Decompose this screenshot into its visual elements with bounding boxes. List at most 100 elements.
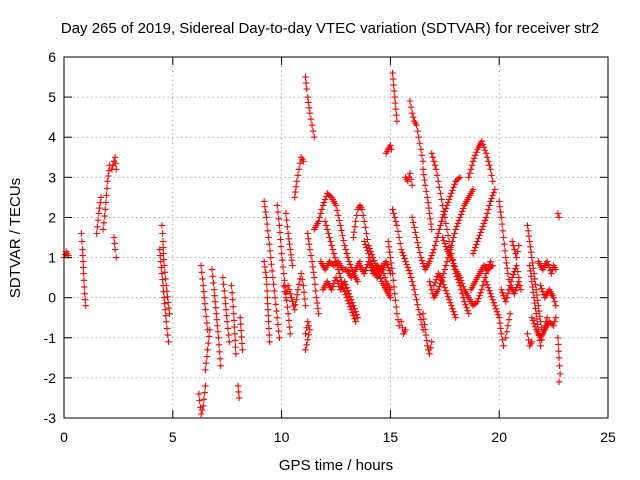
data-point <box>399 249 406 256</box>
data-point <box>225 331 232 339</box>
data-point <box>235 388 242 396</box>
y-tick-label: 5 <box>48 89 56 105</box>
data-point <box>315 310 322 317</box>
data-point <box>503 294 511 301</box>
data-point <box>284 310 292 317</box>
data-point <box>473 149 480 156</box>
data-point <box>527 267 534 275</box>
data-point <box>389 75 397 83</box>
data-point <box>293 296 300 303</box>
data-point <box>160 262 168 269</box>
y-tick-labels: -3 -2 -1 0 1 2 3 4 5 6 <box>44 49 57 426</box>
data-point <box>498 220 506 228</box>
data-point <box>489 296 496 303</box>
data-point <box>205 333 213 340</box>
data-point <box>503 259 510 267</box>
data-point <box>498 330 505 337</box>
data-point <box>417 316 425 323</box>
data-point <box>296 160 304 167</box>
data-point <box>80 277 88 284</box>
data-point <box>293 291 301 298</box>
data-point <box>472 152 479 159</box>
data-point <box>439 234 446 241</box>
data-point <box>237 314 244 321</box>
data-point <box>488 195 495 202</box>
data-point <box>408 182 416 189</box>
data-point <box>362 241 369 248</box>
data-point <box>304 93 311 101</box>
data-point <box>418 152 426 159</box>
y-tick-label: 2 <box>48 209 56 225</box>
data-point <box>548 270 555 277</box>
data-point <box>210 279 217 287</box>
data-point <box>209 273 216 280</box>
data-point <box>197 262 205 269</box>
data-point <box>394 316 402 323</box>
data-point <box>481 274 489 281</box>
data-point <box>219 274 227 281</box>
data-point <box>456 174 464 181</box>
data-point <box>95 210 103 217</box>
data-point <box>285 317 293 324</box>
data-point <box>392 99 399 107</box>
data-point <box>525 232 533 240</box>
data-point <box>496 314 503 321</box>
data-point <box>449 257 456 264</box>
data-point <box>414 301 421 308</box>
data-point <box>309 128 317 135</box>
data-point <box>385 238 392 245</box>
data-point <box>430 282 438 289</box>
data-point <box>313 294 320 301</box>
data-point <box>493 308 501 315</box>
x-tick-labels: 0 5 10 15 20 25 <box>60 429 616 445</box>
data-point <box>484 154 491 161</box>
data-point <box>288 294 295 301</box>
data-point <box>196 397 203 404</box>
data-point <box>339 232 346 239</box>
data-point <box>216 355 224 363</box>
data-point <box>237 320 244 328</box>
data-point <box>278 250 285 257</box>
data-point <box>404 178 412 185</box>
data-point <box>162 312 169 319</box>
data-point <box>352 218 359 225</box>
data-point <box>441 284 448 291</box>
data-point <box>515 278 522 285</box>
data-point <box>475 235 482 242</box>
data-point <box>231 323 238 331</box>
data-point <box>427 344 434 352</box>
data-point <box>276 229 284 236</box>
data-point <box>292 183 300 190</box>
data-point <box>441 240 448 247</box>
data-point <box>403 261 410 268</box>
data-point <box>165 304 173 312</box>
data-point <box>364 247 371 254</box>
data-point <box>393 111 400 119</box>
data-point <box>388 146 395 153</box>
data-point <box>407 176 415 183</box>
data-point <box>165 299 172 306</box>
data-point <box>431 279 439 286</box>
data-point <box>442 243 450 250</box>
data-point <box>390 277 397 284</box>
data-point <box>221 294 229 301</box>
data-point <box>344 254 352 261</box>
data-point <box>102 199 110 206</box>
x-tick-label: 5 <box>169 429 177 445</box>
data-point <box>210 286 218 293</box>
data-point <box>406 270 414 277</box>
data-point <box>284 230 292 237</box>
data-point <box>286 286 293 293</box>
data-point <box>459 208 466 215</box>
data-point <box>337 222 344 229</box>
data-point <box>411 224 418 231</box>
data-point <box>488 263 495 271</box>
data-point <box>78 238 86 245</box>
data-point <box>351 305 358 312</box>
data-point <box>341 288 348 295</box>
data-point <box>500 342 507 349</box>
x-tick-label: 25 <box>600 429 616 445</box>
data-point <box>234 382 242 390</box>
data-point <box>468 162 476 169</box>
data-point <box>451 263 458 270</box>
